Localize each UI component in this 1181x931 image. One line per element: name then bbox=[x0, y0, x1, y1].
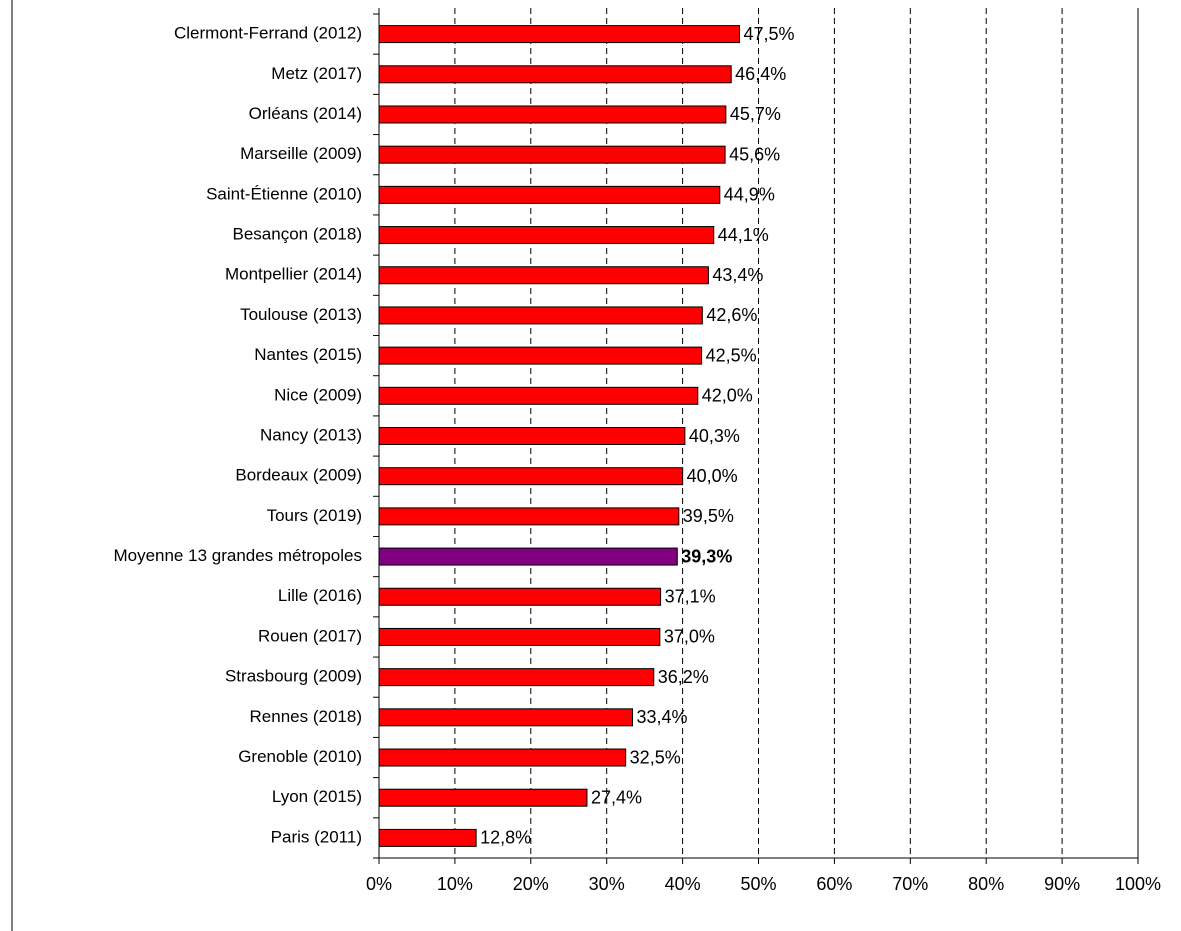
value-label: 44,1% bbox=[718, 225, 769, 245]
y-tick-label: Nantes (2015) bbox=[254, 345, 362, 364]
bar bbox=[378, 748, 627, 767]
x-tick-label: 10% bbox=[437, 874, 473, 894]
x-tick-label: 0% bbox=[366, 874, 392, 894]
bar bbox=[378, 65, 732, 84]
x-tick-label: 50% bbox=[740, 874, 776, 894]
y-tick-label: Toulouse (2013) bbox=[240, 305, 362, 324]
y-tick-label: Rennes (2018) bbox=[250, 707, 362, 726]
value-label: 27,4% bbox=[591, 787, 642, 807]
y-tick-label: Besançon (2018) bbox=[233, 225, 362, 244]
bar bbox=[378, 306, 703, 325]
value-label: 33,4% bbox=[637, 707, 688, 727]
y-tick-label: Rouen (2017) bbox=[258, 626, 362, 645]
y-tick-label: Bordeaux (2009) bbox=[235, 466, 362, 485]
y-tick-label: Nancy (2013) bbox=[260, 425, 362, 444]
value-label: 43,4% bbox=[712, 265, 763, 285]
y-tick-label: Nice (2009) bbox=[274, 385, 362, 404]
bar bbox=[378, 266, 709, 285]
x-tick-label: 70% bbox=[892, 874, 928, 894]
value-label: 39,3% bbox=[681, 546, 732, 566]
x-tick-label: 90% bbox=[1044, 874, 1080, 894]
y-tick-label: Moyenne 13 grandes métropoles bbox=[113, 546, 362, 565]
y-tick-label: Montpellier (2014) bbox=[225, 265, 362, 284]
value-label: 36,2% bbox=[658, 667, 709, 687]
y-tick-label: Clermont-Ferrand (2012) bbox=[174, 24, 362, 43]
x-tick-label: 80% bbox=[968, 874, 1004, 894]
x-tick-label: 20% bbox=[513, 874, 549, 894]
bar bbox=[378, 668, 655, 687]
value-label: 39,5% bbox=[683, 506, 734, 526]
bar bbox=[378, 346, 703, 365]
bar bbox=[378, 386, 699, 405]
bar bbox=[378, 627, 661, 646]
y-tick-label: Paris (2011) bbox=[271, 827, 362, 846]
bar bbox=[378, 708, 634, 727]
bar bbox=[378, 145, 726, 164]
bar bbox=[378, 226, 715, 245]
bar bbox=[378, 547, 678, 566]
value-label: 37,1% bbox=[665, 587, 716, 607]
bar bbox=[378, 25, 741, 44]
y-tick-label: Lyon (2015) bbox=[272, 787, 362, 806]
bar bbox=[378, 587, 662, 606]
y-tick-label: Orléans (2014) bbox=[249, 104, 362, 123]
value-label: 32,5% bbox=[630, 747, 681, 767]
value-label: 45,6% bbox=[729, 144, 780, 164]
x-tick-label: 30% bbox=[589, 874, 625, 894]
bar bbox=[378, 788, 588, 807]
value-label: 40,0% bbox=[687, 466, 738, 486]
x-tick-label: 100% bbox=[1115, 874, 1161, 894]
value-label: 46,4% bbox=[735, 64, 786, 84]
bar bbox=[378, 467, 684, 486]
y-tick-label: Tours (2019) bbox=[267, 506, 362, 525]
x-tick-label: 40% bbox=[665, 874, 701, 894]
bar bbox=[378, 507, 680, 526]
value-label: 42,6% bbox=[706, 305, 757, 325]
value-label: 40,3% bbox=[689, 426, 740, 446]
value-label: 45,7% bbox=[730, 104, 781, 124]
y-tick-label: Grenoble (2010) bbox=[238, 747, 362, 766]
y-tick-label: Marseille (2009) bbox=[240, 144, 362, 163]
bar bbox=[378, 828, 477, 847]
bar bbox=[378, 427, 686, 445]
value-label: 37,0% bbox=[664, 627, 715, 647]
y-tick-label: Lille (2016) bbox=[278, 586, 362, 605]
y-tick-label: Metz (2017) bbox=[271, 64, 362, 83]
value-label: 44,9% bbox=[724, 185, 775, 205]
value-label: 12,8% bbox=[480, 828, 531, 848]
x-tick-label: 60% bbox=[816, 874, 852, 894]
bar bbox=[378, 105, 727, 124]
value-label: 42,0% bbox=[702, 386, 753, 406]
y-tick-label: Saint-Étienne (2010) bbox=[206, 184, 362, 203]
y-tick-label: Strasbourg (2009) bbox=[225, 667, 362, 686]
bar bbox=[378, 185, 721, 204]
value-label: 47,5% bbox=[744, 24, 795, 44]
value-label: 42,5% bbox=[706, 345, 757, 365]
